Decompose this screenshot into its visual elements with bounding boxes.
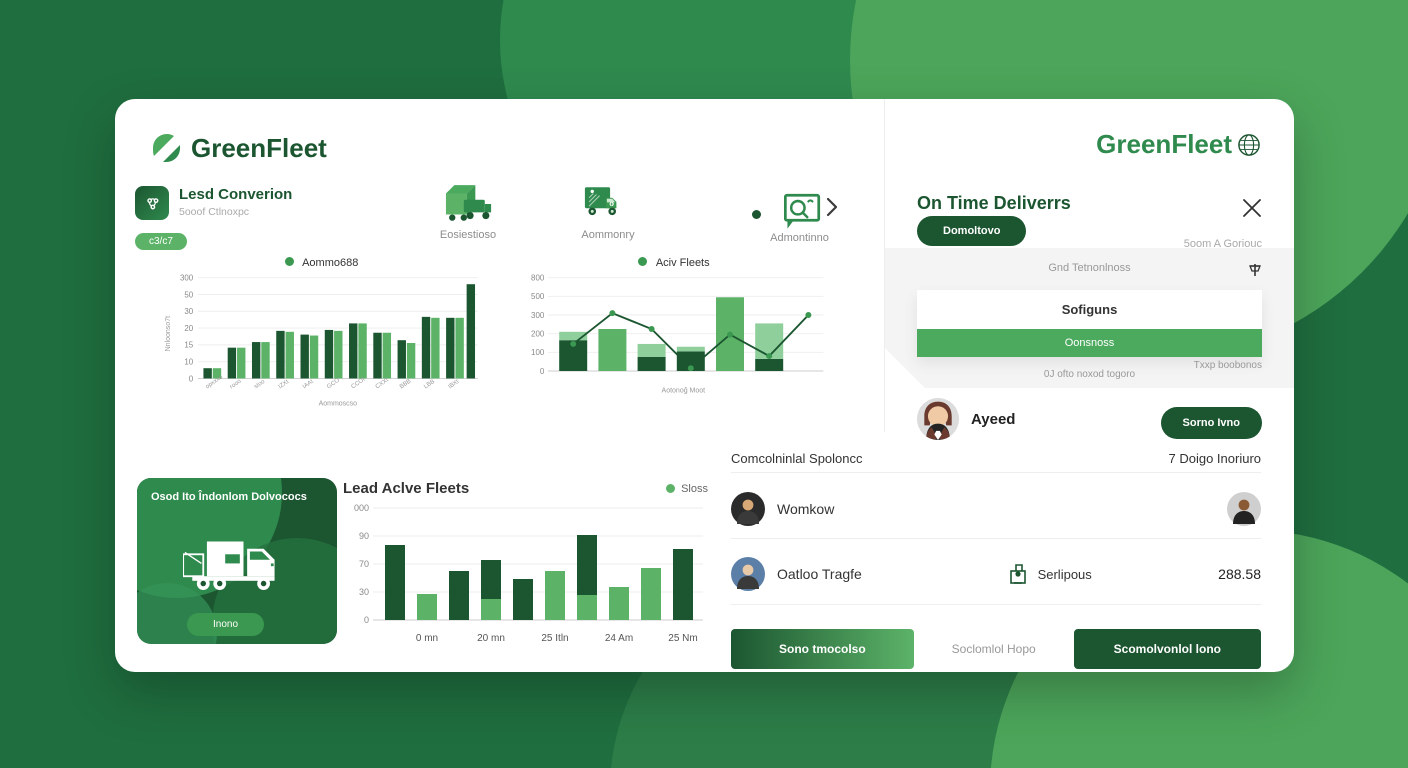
svg-text:0: 0: [364, 615, 369, 625]
svg-text:10: 10: [184, 357, 193, 366]
svg-text:24 Am: 24 Am: [605, 633, 633, 644]
svg-text:0: 0: [189, 374, 194, 383]
svg-text:BBB: BBB: [399, 379, 412, 391]
svg-text:0: 0: [540, 367, 545, 376]
svg-text:30: 30: [184, 307, 193, 316]
svg-text:GCO: GCO: [326, 377, 341, 390]
svg-text:300: 300: [180, 273, 194, 282]
svg-text:rooo: rooo: [229, 378, 243, 390]
svg-text:70: 70: [359, 559, 369, 569]
svg-text:Aotonoĝ Moot: Aotonoĝ Moot: [662, 387, 706, 394]
svg-text:15: 15: [184, 341, 193, 350]
svg-text:stoo: stoo: [253, 379, 266, 391]
svg-text:500: 500: [531, 292, 545, 301]
svg-text:300: 300: [531, 311, 545, 320]
svg-text:Nnloonso7t: Nnloonso7t: [165, 316, 172, 351]
svg-text:200: 200: [531, 329, 545, 338]
svg-text:50: 50: [184, 290, 193, 299]
svg-text:20 mn: 20 mn: [477, 633, 505, 644]
svg-text:25 Itln: 25 Itln: [541, 633, 568, 644]
svg-text:IBXt: IBXt: [448, 379, 461, 391]
svg-text:100: 100: [531, 348, 545, 357]
svg-text:90: 90: [359, 531, 369, 541]
svg-text:30: 30: [359, 587, 369, 597]
svg-text:800: 800: [531, 273, 545, 282]
svg-text:Aommoscso: Aommoscso: [319, 401, 358, 408]
svg-text:LBB: LBB: [423, 379, 436, 390]
svg-text:20: 20: [184, 324, 193, 333]
svg-text:IAAt: IAAt: [302, 379, 315, 391]
svg-text:25 Nm: 25 Nm: [668, 633, 697, 644]
svg-text:IZXt: IZXt: [278, 379, 291, 390]
svg-text:000: 000: [354, 503, 369, 513]
svg-text:0 mn: 0 mn: [416, 633, 438, 644]
svg-text:CXXt: CXXt: [375, 377, 390, 390]
